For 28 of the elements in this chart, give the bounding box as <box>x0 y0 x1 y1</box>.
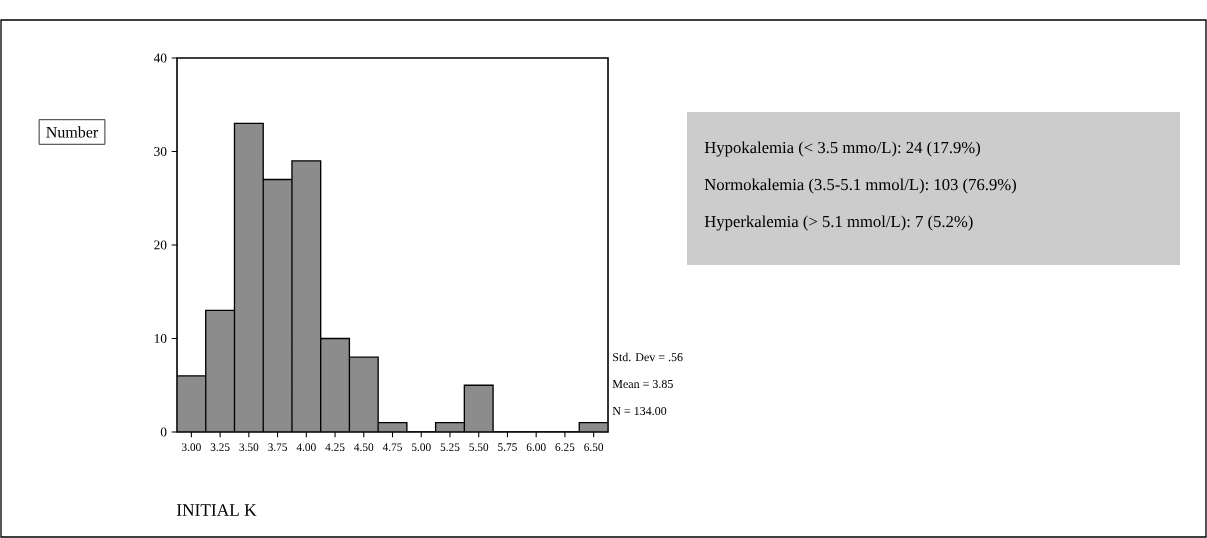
x-tick-label: 5.00 <box>411 443 431 452</box>
y-tick-label: 10 <box>154 333 167 343</box>
y-tick-label: 40 <box>153 53 167 63</box>
text: Std. Dev = .56 <box>613 352 683 362</box>
x-tick-label: 4.50 <box>354 443 374 452</box>
y-tick-label: 20 <box>154 240 167 250</box>
text: Normokalemia (3.5-5.1 mmol/L): 103 (76.9%) <box>704 178 1016 194</box>
x-tick-label: 3.00 <box>182 443 201 452</box>
x-tick-label: 4.25 <box>325 443 345 452</box>
text: N = 134.00 <box>612 406 667 416</box>
x-tick-label: 4.75 <box>382 443 402 451</box>
x-tick-label: 4.00 <box>296 443 316 452</box>
x-tick-label: 5.25 <box>440 443 460 452</box>
y-tick-label: 30 <box>154 146 167 156</box>
x-tick-label: 6.00 <box>526 443 546 452</box>
text: Hyperkalemia (> 5.1 mmol/L): 7 (5.2%) <box>704 215 973 231</box>
x-tick-label: 3.25 <box>210 443 230 452</box>
x-tick-label: 5.50 <box>469 443 489 452</box>
x-tick-label: 3.75 <box>268 443 288 452</box>
text: Mean = 3.85 <box>612 379 673 389</box>
x-axis-title: INITIAL K <box>176 504 257 516</box>
y-tick-label: 0 <box>160 427 167 437</box>
x-tick-label: 5.75 <box>498 443 517 451</box>
x-tick-label: 6.25 <box>555 443 575 452</box>
text: Hypokalemia (< 3.5 mmo/L): 24 (17.9%) <box>704 141 981 157</box>
y-axis-title: Number <box>46 126 99 138</box>
x-tick-label: 6.50 <box>584 443 604 452</box>
x-tick-label: 3.50 <box>239 443 259 452</box>
